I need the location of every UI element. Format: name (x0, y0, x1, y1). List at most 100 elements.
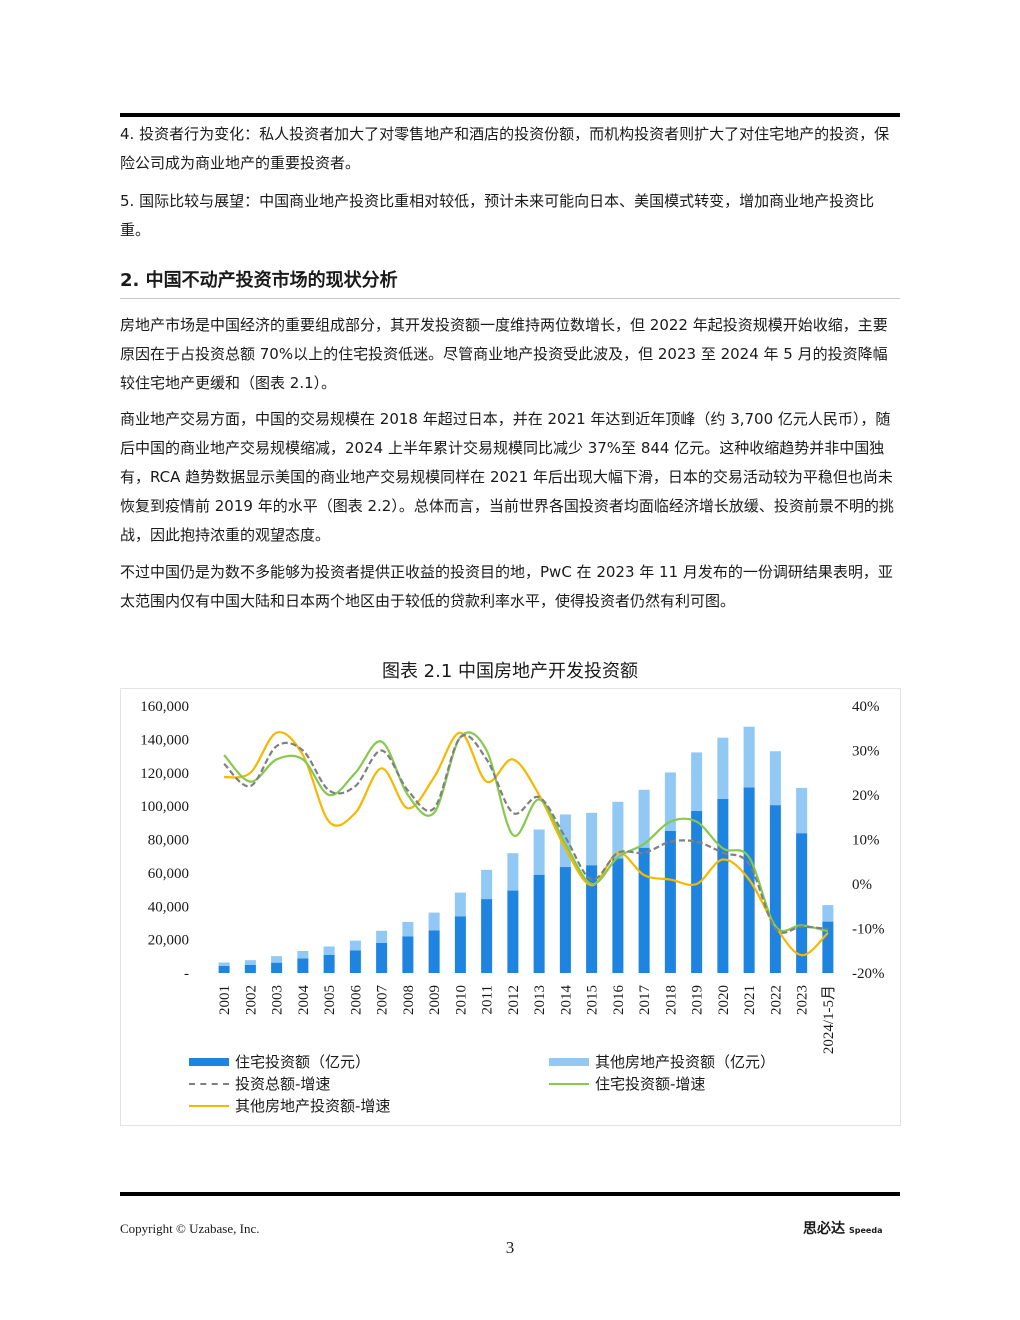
category-label: 2021 (742, 985, 758, 1015)
legend-label: 投资总额-增速 (235, 1075, 331, 1093)
left-axis-tick: 100,000 (140, 799, 189, 815)
bar-other (559, 814, 571, 868)
line-residential-growth (223, 731, 829, 933)
right-axis-tick: 0% (852, 877, 872, 893)
right-axis-tick: 10% (852, 833, 880, 849)
category-label: 2020 (716, 985, 732, 1015)
bar-other (323, 946, 335, 955)
page-number: 3 (505, 1238, 515, 1257)
bar-residential (691, 810, 703, 973)
bar-other (402, 921, 414, 937)
category-label: 2002 (243, 985, 259, 1015)
category-label: 2018 (663, 985, 679, 1015)
bar-residential (586, 865, 598, 973)
legend-label: 住宅投资额（亿元） (235, 1053, 371, 1071)
bar-other (454, 892, 466, 917)
legend-label: 其他房地产投资额（亿元） (595, 1053, 776, 1071)
right-axis-tick: 30% (852, 744, 880, 760)
bar-other (691, 752, 703, 811)
bar-residential (664, 830, 676, 973)
bar-other (349, 940, 361, 951)
right-axis-tick: -10% (852, 922, 885, 938)
legend-residential-investment: 住宅投资额（亿元） (189, 1051, 370, 1072)
paragraph-positive-returns: 不过中国仍是为数不多能够为投资者提供正收益的投资目的地，PwC 在 2023 年… (120, 563, 893, 610)
paragraph-investor-behavior: 4. 投资者行为变化：私人投资者加大了对零售地产和酒店的投资份额，而机构投资者则… (120, 125, 890, 172)
bar-residential (559, 867, 571, 973)
bar-residential (481, 899, 493, 973)
investment-chart: - 20,000 40,000 60,000 80,000 100,000 120,000 1… (140, 699, 885, 1054)
bar-other (244, 960, 256, 965)
left-axis-tick: - (184, 966, 189, 982)
left-axis-tick: 60,000 (148, 866, 189, 882)
category-label: 2012 (506, 985, 522, 1015)
bar-other (218, 962, 230, 966)
category-label: 2022 (768, 985, 784, 1015)
category-label: 2023 (795, 985, 811, 1015)
category-label: 2010 (453, 985, 469, 1015)
bar-residential (533, 874, 545, 973)
right-axis-tick: 40% (852, 699, 880, 715)
bar-residential (271, 962, 283, 973)
left-axis-tick: 80,000 (148, 833, 189, 849)
category-label: 2006 (348, 985, 364, 1016)
category-label: 2001 (217, 985, 233, 1015)
line-total-growth (223, 734, 828, 934)
bar-other (428, 912, 440, 931)
bar-residential (349, 950, 361, 973)
category-label: 2005 (322, 985, 338, 1015)
legend-other-growth: 其他房地产投资额-增速 (189, 1095, 390, 1116)
bar-residential (769, 805, 781, 973)
category-label: 2014 (558, 985, 574, 1016)
left-axis-tick: 120,000 (140, 766, 189, 782)
figure-title: 图表 2.1 中国房地产开发投资额 (381, 661, 639, 682)
bar-residential (428, 930, 440, 973)
bar-other (297, 950, 309, 959)
bar-other (612, 801, 624, 859)
category-label: 2019 (690, 985, 706, 1015)
legend-swatch (189, 1057, 229, 1066)
left-axis-tick: 160,000 (140, 699, 189, 715)
brand-logo: 思必达 Speeda (803, 1218, 882, 1238)
bar-other (743, 726, 755, 788)
category-label: 2008 (401, 985, 417, 1015)
header-rule (120, 113, 900, 117)
bar-other (481, 869, 493, 900)
bar-residential (376, 942, 388, 973)
bar-other (796, 787, 808, 834)
bar-other (664, 772, 676, 831)
bar-residential (244, 964, 256, 973)
section-title: 2. 中国不动产投资市场的现状分析 (120, 266, 900, 299)
right-axis-tick: -20% (852, 966, 885, 982)
legend-total-growth: 投资总额-增速 (189, 1073, 330, 1094)
left-axis-tick: 20,000 (148, 933, 189, 949)
bar-residential (218, 965, 230, 973)
bar-residential (638, 847, 650, 973)
legend-other-investment: 其他房地产投资额（亿元） (549, 1051, 775, 1072)
bar-other (271, 956, 283, 963)
category-label: 2004 (296, 985, 312, 1016)
category-label: 2016 (611, 985, 627, 1016)
category-label: 2003 (270, 985, 286, 1015)
category-label: 2009 (427, 985, 443, 1015)
brand-name-cn: 思必达 (803, 1221, 845, 1237)
line-other-growth (223, 731, 829, 957)
bar-other (769, 751, 781, 806)
legend-residential-growth: 住宅投资额-增速 (549, 1073, 705, 1094)
paragraph-international-comparison: 5. 国际比较与展望：中国商业地产投资比重相对较低，预计未来可能向日本、美国模式… (120, 192, 875, 239)
chart-container: - 20,000 40,000 60,000 80,000 100,000 120,000 1… (120, 688, 901, 1126)
bar-residential (323, 954, 335, 973)
category-label: 2011 (480, 985, 496, 1014)
bar-residential (717, 798, 729, 973)
legend-swatch (189, 1082, 229, 1085)
footer-rule (120, 1192, 900, 1196)
category-label: 2024/1-5月 (821, 985, 837, 1054)
bar-residential (402, 936, 414, 973)
bar-other (638, 789, 650, 848)
category-label: 2017 (637, 985, 653, 1016)
bar-residential (507, 890, 519, 973)
bar-other (376, 930, 388, 943)
bar-other (717, 737, 729, 799)
legend-swatch (189, 1104, 229, 1107)
bar-residential (796, 833, 808, 973)
category-label: 2013 (532, 985, 548, 1015)
